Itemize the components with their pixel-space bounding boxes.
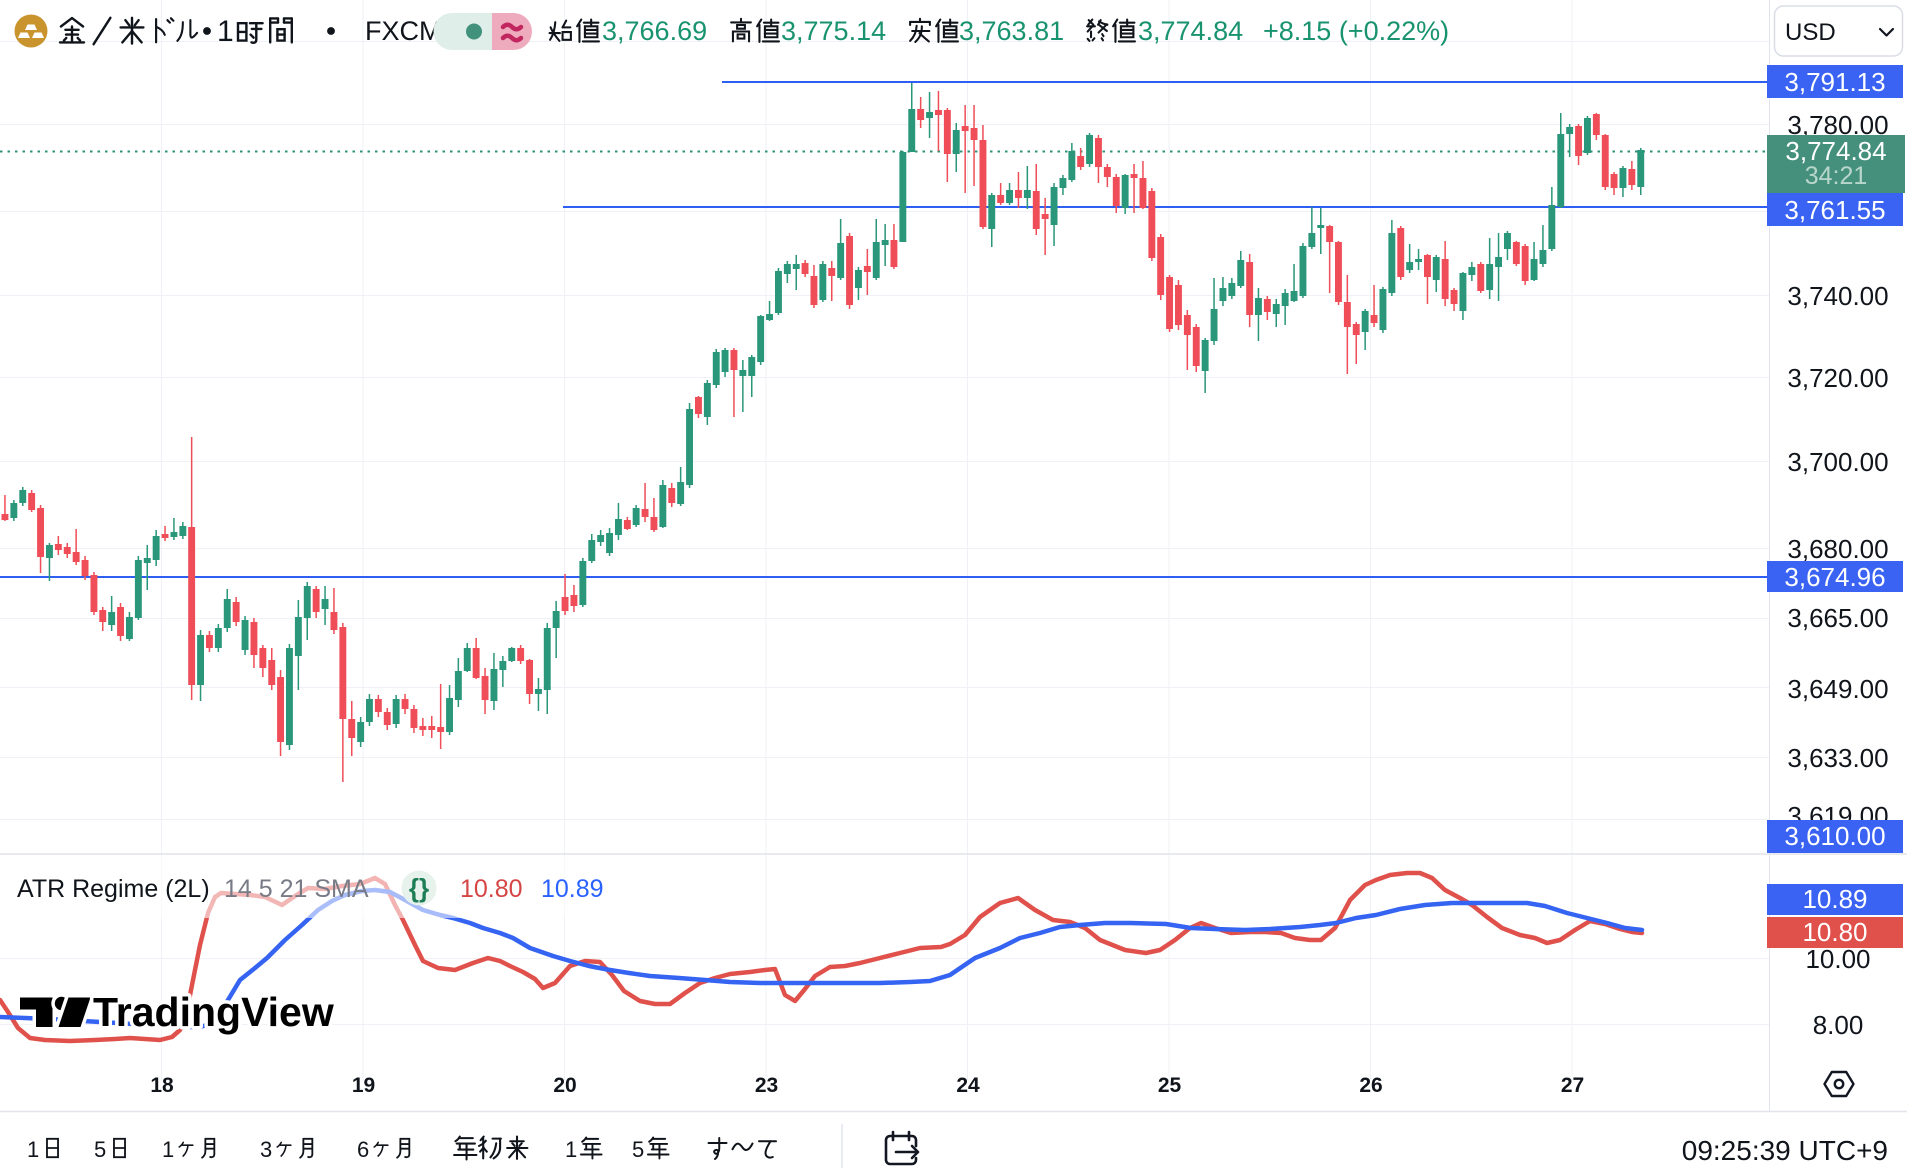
svg-text:8.00: 8.00 — [1813, 1010, 1864, 1040]
svg-text:{}: {} — [409, 873, 429, 903]
svg-text:25: 25 — [1158, 1074, 1182, 1097]
svg-text:10.89: 10.89 — [541, 875, 604, 903]
svg-text:3,649.00: 3,649.00 — [1787, 674, 1888, 704]
svg-text:3,766.69: 3,766.69 — [602, 16, 707, 46]
svg-text:3,700.00: 3,700.00 — [1787, 447, 1888, 477]
svg-text:26: 26 — [1359, 1074, 1382, 1097]
svg-text:19: 19 — [352, 1074, 375, 1097]
svg-text:34:21: 34:21 — [1805, 162, 1868, 190]
svg-text:18: 18 — [150, 1074, 174, 1097]
svg-text:23: 23 — [755, 1074, 778, 1097]
svg-text:3,791.13: 3,791.13 — [1784, 67, 1885, 97]
svg-text:14 5 21 SMA: 14 5 21 SMA — [224, 875, 369, 903]
svg-text:TradingView: TradingView — [93, 989, 334, 1035]
svg-text:09:25:39 UTC+9: 09:25:39 UTC+9 — [1682, 1135, 1888, 1166]
svg-text:3,763.81: 3,763.81 — [959, 16, 1064, 46]
svg-text:5: 5 — [94, 1137, 106, 1162]
svg-text:3,761.55: 3,761.55 — [1784, 195, 1885, 225]
svg-text:27: 27 — [1561, 1074, 1584, 1097]
svg-text:FXCM: FXCM — [365, 16, 442, 46]
svg-text:10.89: 10.89 — [1802, 884, 1867, 914]
svg-text:3: 3 — [260, 1137, 272, 1162]
svg-text:3,610.00: 3,610.00 — [1784, 821, 1885, 851]
svg-text:6: 6 — [357, 1137, 369, 1162]
svg-text:3,740.00: 3,740.00 — [1787, 281, 1888, 311]
svg-text:1: 1 — [27, 1137, 39, 1162]
svg-text:20: 20 — [553, 1074, 576, 1097]
svg-text:1: 1 — [217, 15, 234, 48]
svg-text:3,720.00: 3,720.00 — [1787, 363, 1888, 393]
svg-text:3,680.00: 3,680.00 — [1787, 534, 1888, 564]
svg-text:ATR Regime (2L): ATR Regime (2L) — [17, 875, 210, 903]
svg-text:3,665.00: 3,665.00 — [1787, 603, 1888, 633]
svg-text:+8.15 (+0.22%): +8.15 (+0.22%) — [1263, 16, 1449, 46]
svg-text:3,775.14: 3,775.14 — [781, 16, 886, 46]
svg-text:USD: USD — [1785, 19, 1836, 46]
svg-text:10.80: 10.80 — [460, 875, 523, 903]
svg-text:24: 24 — [956, 1074, 980, 1097]
svg-text:5: 5 — [632, 1137, 644, 1162]
svg-text:3,774.84: 3,774.84 — [1785, 136, 1886, 166]
svg-text:3,633.00: 3,633.00 — [1787, 743, 1888, 773]
svg-text:1: 1 — [162, 1137, 174, 1162]
svg-text:3,674.96: 3,674.96 — [1784, 562, 1885, 592]
svg-text:3,774.84: 3,774.84 — [1138, 16, 1243, 46]
svg-text:10.80: 10.80 — [1802, 917, 1867, 947]
svg-text:1: 1 — [565, 1137, 577, 1162]
svg-text:10.00: 10.00 — [1805, 944, 1870, 974]
